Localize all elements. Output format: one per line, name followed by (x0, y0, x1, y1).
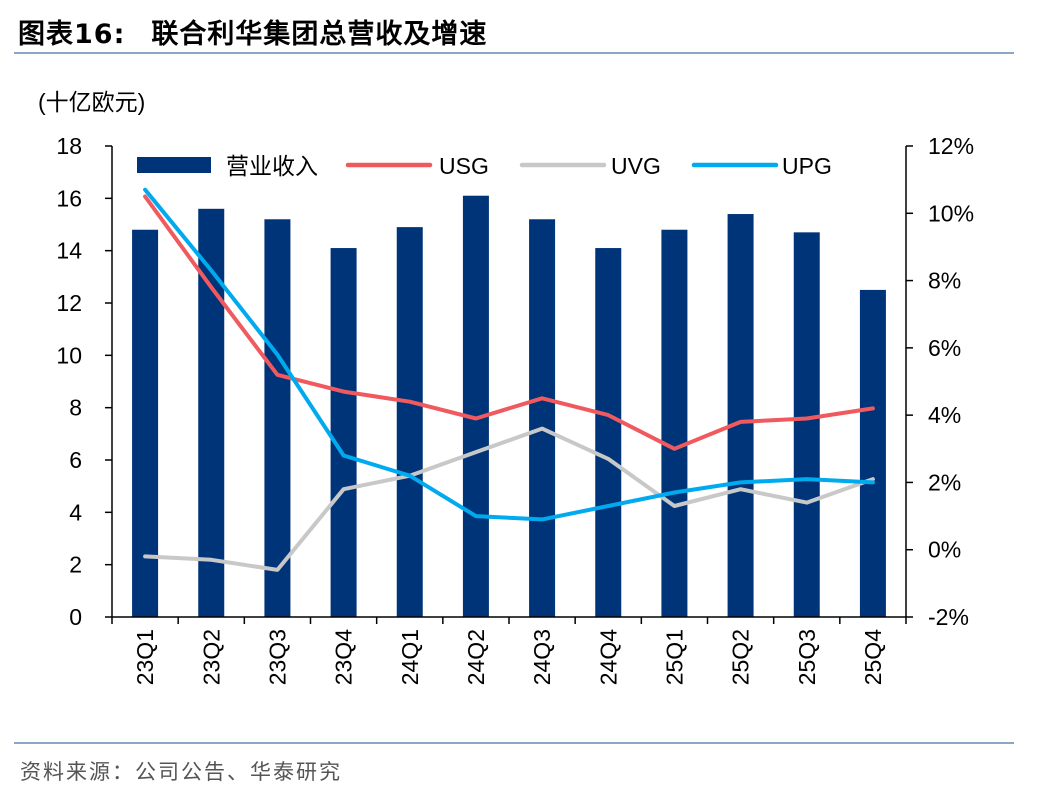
source-note: 资料来源：公司公告、华泰研究 (20, 760, 342, 784)
x-tick-label-25q4: 25Q4 (860, 629, 886, 685)
revenue-bar-25q4 (859, 289, 886, 617)
x-tick-label-24q2: 24Q2 (463, 629, 489, 685)
x-tick-label-24q4: 24Q4 (595, 629, 621, 685)
y-left-tick-label: 8 (69, 395, 82, 421)
x-tick-label-25q3: 25Q3 (794, 629, 820, 685)
y-left-tick-label: 2 (69, 552, 82, 578)
legend-label-usg: USG (439, 153, 489, 179)
y-left-tick-label: 0 (69, 604, 82, 630)
legend-swatch-revenue (137, 157, 211, 173)
y-right-tick-label: -2% (928, 604, 969, 630)
footer-divider (14, 742, 1014, 744)
revenue-bar-25q1 (661, 229, 688, 617)
revenue-bar-24q2 (462, 195, 489, 617)
y-right-tick-label: 6% (928, 335, 961, 361)
x-tick-label-23q3: 23Q3 (264, 629, 290, 685)
axes: 0 2 4 6 8 10 12 14 16 18 -2% 0% 2% 4% 6% 8% 10% 12% 23Q1 23… (56, 133, 974, 685)
figure-title: 图表16: 联合利华集团总营收及增速 (18, 12, 487, 51)
y-right-tick-label: 2% (928, 469, 961, 495)
bar-series (132, 195, 886, 618)
legend-label-uvg: UVG (611, 153, 661, 179)
uvg-line (143, 426, 875, 572)
legend-label-revenue: 营业收入 (226, 153, 318, 179)
y-right-tick-label: 0% (928, 537, 961, 563)
y-right-tick-label: 10% (928, 200, 974, 226)
y-left-tick-label: 10 (56, 342, 82, 368)
x-tick-label-23q2: 23Q2 (198, 629, 224, 685)
x-tick-label-24q3: 24Q3 (529, 629, 555, 685)
x-tick-label-25q1: 25Q1 (661, 629, 687, 685)
y-left-tick-label: 12 (56, 290, 82, 316)
revenue-bar-24q1 (396, 227, 423, 617)
upg-line (143, 187, 875, 522)
revenue-bar-24q4 (595, 248, 622, 618)
revenue-bar-24q3 (529, 219, 556, 617)
figure-title-text: 联合利华集团总营收及增速 (151, 19, 488, 50)
revenue-bar-23q4 (330, 248, 357, 618)
x-tick-label-25q2: 25Q2 (728, 629, 754, 685)
revenue-bar-23q3 (264, 219, 291, 617)
x-tick-label-24q1: 24Q1 (397, 629, 423, 685)
legend: 营业收入 USG UVG UPG (137, 153, 832, 179)
y-left-tick-label: 16 (56, 185, 82, 211)
y-right-tick-label: 8% (928, 268, 961, 294)
revenue-bar-25q2 (727, 214, 754, 618)
y-left-tick-label: 6 (69, 447, 82, 473)
usg-line (143, 194, 875, 451)
legend-label-upg: UPG (782, 153, 832, 179)
revenue-bar-25q3 (793, 232, 820, 617)
line-series (143, 187, 875, 572)
y-left-unit-label: (十亿欧元) (38, 89, 145, 115)
y-left-tick-label: 14 (56, 238, 82, 264)
y-left-tick-label: 4 (69, 499, 82, 525)
y-right-tick-label: 4% (928, 402, 961, 428)
y-right-tick-label: 12% (928, 133, 974, 159)
y-left-tick-label: 18 (56, 133, 82, 159)
figure-label: 图表16: (18, 19, 126, 50)
x-tick-label-23q4: 23Q4 (331, 629, 357, 685)
x-tick-label-23q1: 23Q1 (132, 629, 158, 685)
revenue-bar-23q1 (132, 229, 159, 617)
title-divider (14, 52, 1014, 54)
